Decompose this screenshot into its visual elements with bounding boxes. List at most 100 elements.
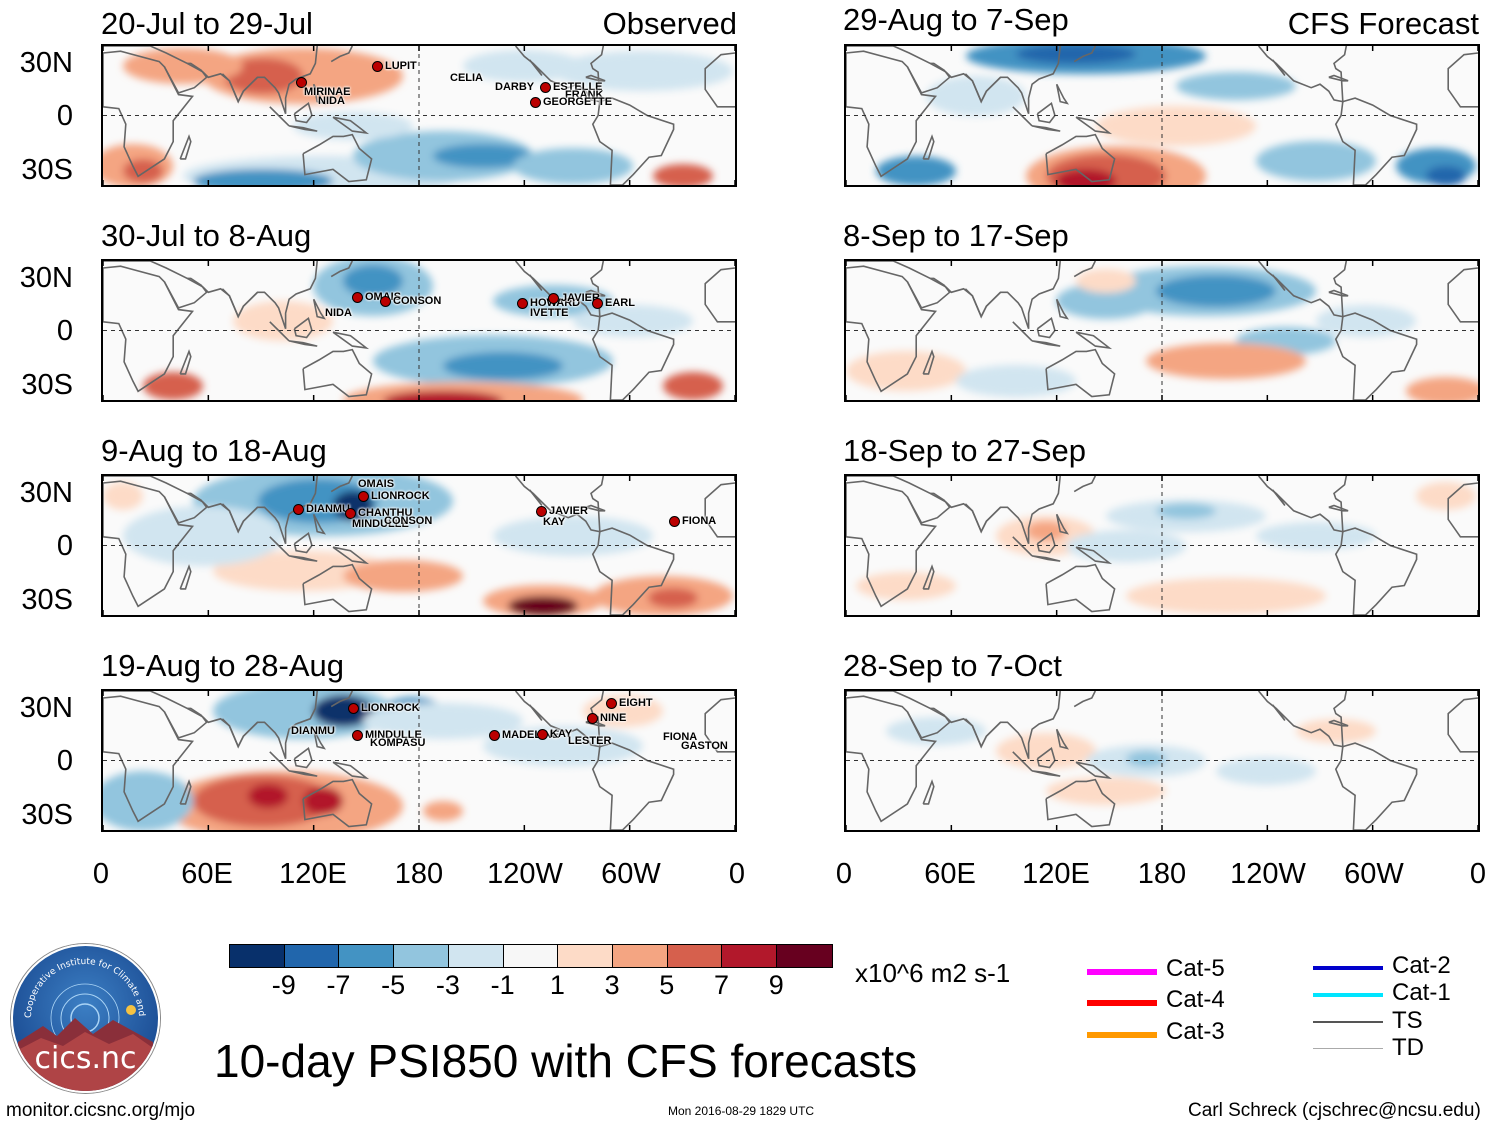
anomaly-shading: [513, 148, 633, 184]
coastline: [269, 751, 290, 772]
footer-url[interactable]: monitor.cicsnc.org/mjo: [6, 1100, 196, 1121]
coastline: [1447, 482, 1478, 538]
colorbar-swatch: [667, 945, 723, 967]
anomaly-shading: [956, 365, 1076, 397]
storm-label: NINE: [587, 712, 626, 724]
coastline: [179, 349, 192, 375]
storm-label: CONSON: [384, 515, 433, 527]
coastline: [704, 482, 735, 538]
coastline: [293, 746, 313, 769]
map-panel-forecast-4: [844, 689, 1480, 832]
legend-line-cat-3: [1087, 1032, 1157, 1038]
storm-label: MINDULLE: [352, 518, 409, 530]
anomaly-shading: [423, 801, 463, 821]
map-panel-forecast-1: [844, 44, 1480, 187]
lon-label: 180: [394, 858, 444, 890]
coastline: [1447, 267, 1478, 323]
coastline: [288, 340, 318, 347]
lat-label: 30S: [21, 369, 73, 401]
anomaly-shading: [433, 144, 533, 168]
storm-label: MIRINAE: [304, 86, 351, 98]
anomaly-shading: [293, 112, 413, 140]
coastline: [846, 261, 1061, 330]
colorbar-label: 3: [604, 970, 620, 1000]
anomaly-shading: [123, 159, 163, 183]
legend-label: Cat-4: [1166, 986, 1225, 1013]
legend-line-cat-5: [1087, 969, 1157, 975]
coastline: [163, 62, 208, 94]
anomaly-shading: [1256, 522, 1376, 550]
colorbar-swatch: [230, 945, 285, 967]
colorbar-swatch: [558, 945, 614, 967]
legend-line-td: [1313, 1048, 1383, 1049]
lat-label: 0: [56, 745, 73, 777]
colorbar-label: 7: [714, 970, 730, 1000]
anomaly-shading: [193, 169, 333, 185]
map-field: [846, 261, 1478, 400]
anomaly-shading: [1406, 377, 1478, 400]
coastline: [1055, 513, 1070, 535]
coastline: [906, 707, 951, 739]
lat-label: 30S: [21, 799, 73, 831]
anomaly-shading: [1426, 166, 1466, 185]
coastline: [103, 50, 195, 178]
lon-label: 60W: [1344, 858, 1404, 890]
storm-label: CELIA: [450, 72, 483, 84]
panel-title-7: 19-Aug to 28-Aug: [101, 648, 345, 683]
coastline: [103, 265, 195, 393]
colorbar-label: -7: [326, 970, 351, 1000]
storm-label: ESTELLE: [540, 81, 603, 93]
anomaly-shading: [1256, 141, 1376, 181]
lon-label: 0: [1469, 858, 1487, 890]
anomaly-shading: [103, 771, 193, 830]
anomaly-shading: [1156, 503, 1216, 519]
coastline: [288, 125, 318, 132]
coastline: [330, 261, 354, 278]
legend-line-cat-1: [1313, 993, 1383, 997]
colorbar-swatch: [777, 945, 832, 967]
coastline: [330, 476, 354, 493]
colorbar-swatch: [339, 945, 395, 967]
anomaly-shading: [1096, 106, 1256, 146]
map-field: [846, 691, 1478, 830]
coastline: [288, 770, 318, 777]
cics-logo: Cooperative Institute for Climate and Sa…: [11, 944, 160, 1093]
coastline: [1036, 316, 1056, 339]
anomaly-shading: [1176, 72, 1296, 100]
lon-label: 0: [835, 858, 853, 890]
storm-label: DARBY: [495, 81, 535, 93]
lon-label: 120W: [487, 858, 563, 890]
coastline: [922, 134, 935, 160]
coastline: [302, 348, 373, 398]
coastline: [1075, 331, 1113, 350]
colorbar-swatch: [448, 945, 504, 967]
panel-title-1: 20-Jul to 29-Jul: [101, 6, 313, 41]
coastline: [330, 691, 354, 708]
legend-line-ts: [1313, 1021, 1383, 1023]
coastline: [906, 62, 951, 94]
coastline: [332, 116, 370, 135]
coastline: [163, 707, 208, 739]
storm-label: NIDA: [325, 307, 352, 319]
panel-title-8: 28-Sep to 7-Oct: [843, 648, 1062, 683]
coastline: [528, 704, 543, 721]
storm-label: KOMPASU: [370, 737, 426, 749]
coastline: [1031, 125, 1061, 132]
coastline: [312, 83, 327, 105]
anomaly-shading: [573, 305, 693, 337]
anomaly-shading: [876, 156, 956, 185]
coastline: [179, 134, 192, 160]
storm-label: EARL: [592, 297, 635, 309]
coastline: [528, 489, 543, 506]
anomaly-shading: [1126, 751, 1166, 767]
colorbar-swatch: [284, 945, 340, 967]
coastline: [1075, 546, 1113, 565]
coastline: [964, 288, 1002, 319]
coastline: [591, 312, 675, 400]
coastline: [1055, 83, 1070, 105]
storm-label: GASTON: [681, 740, 728, 752]
coastline: [179, 564, 192, 590]
map-panel-observed-1: [101, 44, 737, 187]
legend-label: Cat-2: [1392, 952, 1451, 979]
coastline: [704, 52, 735, 108]
